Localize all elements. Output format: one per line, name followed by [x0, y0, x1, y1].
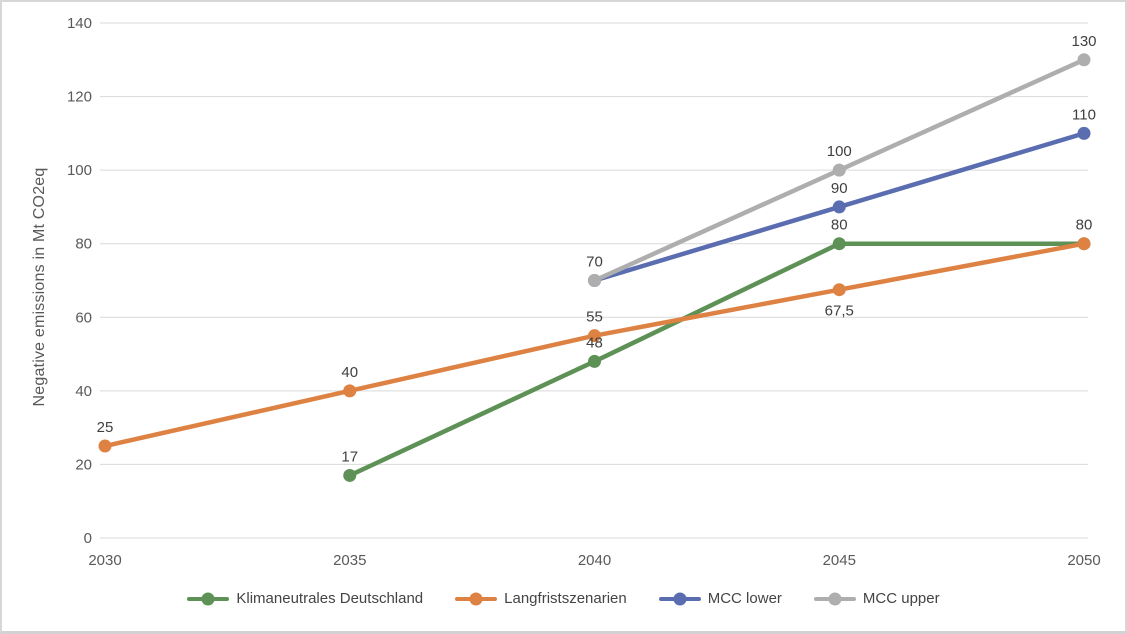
- data-label: 110: [1072, 106, 1096, 123]
- legend-item-label: Klimaneutrales Deutschland: [236, 590, 424, 607]
- data-point-marker: [832, 283, 846, 297]
- y-tick-label: 20: [75, 456, 92, 473]
- data-label: 100: [827, 143, 852, 160]
- y-tick-label: 60: [75, 309, 92, 326]
- data-label: 130: [1071, 33, 1096, 50]
- y-tick-label: 0: [84, 530, 92, 547]
- legend-dot-icon: [469, 592, 483, 605]
- x-tick-label: 2035: [333, 552, 366, 569]
- data-label: 80: [831, 217, 848, 234]
- data-point-marker: [588, 354, 601, 368]
- legend-item-label: MCC lower: [707, 590, 782, 607]
- data-point-marker: [1077, 237, 1091, 251]
- y-tick-label: 120: [67, 89, 92, 106]
- y-tick-label: 40: [75, 383, 92, 400]
- data-label: 25: [97, 419, 114, 436]
- data-label: 80: [1076, 217, 1093, 234]
- data-point-marker: [832, 200, 846, 214]
- data-point-marker: [343, 384, 357, 398]
- legend-item-label: Langfristszenarien: [504, 590, 627, 607]
- data-point-marker: [832, 237, 846, 251]
- y-tick-label: 100: [67, 162, 92, 179]
- data-label: 17: [341, 448, 358, 465]
- y-tick-label: 80: [75, 236, 92, 253]
- legend-item-mcc-upper: MCC upper: [813, 590, 940, 607]
- data-point-marker: [1077, 53, 1091, 67]
- data-label: 70: [586, 254, 603, 271]
- y-axis-title: Negative emissions in Mt CO2eq: [31, 167, 48, 407]
- series-line-klimaneutrales-deutschland: [347, 241, 1087, 478]
- data-point-marker: [1077, 126, 1091, 140]
- legend-item-langfristszenarien: Langfristszenarien: [455, 590, 627, 607]
- legend-line-marker-icon: [813, 592, 856, 605]
- data-label: 55: [586, 309, 603, 326]
- legend-item-klimaneutrales-deutschland: Klimaneutrales Deutschland: [187, 590, 423, 607]
- data-label: 40: [341, 364, 358, 381]
- data-point-marker: [832, 163, 846, 177]
- legend-item-label: MCC upper: [862, 590, 940, 607]
- x-tick-label: 2030: [88, 552, 121, 569]
- legend-line-marker-icon: [658, 592, 701, 605]
- y-tick-label: 140: [67, 15, 92, 32]
- legend-dot-icon: [828, 592, 842, 605]
- legend-dot-icon: [673, 592, 687, 605]
- chart-legend: Klimaneutrales Deutschland Langfristszena…: [2, 590, 1125, 607]
- x-tick-label: 2045: [823, 552, 856, 569]
- data-point-marker: [588, 274, 601, 287]
- x-tick-label: 2050: [1067, 552, 1100, 569]
- data-point-marker: [588, 329, 601, 343]
- x-tick-label: 2040: [578, 552, 611, 569]
- legend-line-marker-icon: [455, 592, 498, 605]
- data-label: 90: [831, 180, 848, 197]
- legend-dot-icon: [201, 592, 215, 605]
- data-point-marker: [98, 439, 112, 453]
- legend-item-mcc-lower: MCC lower: [658, 590, 782, 607]
- data-label: 67,5: [825, 303, 854, 320]
- data-point-marker: [343, 468, 357, 482]
- data-label: 48: [586, 334, 603, 351]
- legend-line-marker-icon: [187, 592, 230, 605]
